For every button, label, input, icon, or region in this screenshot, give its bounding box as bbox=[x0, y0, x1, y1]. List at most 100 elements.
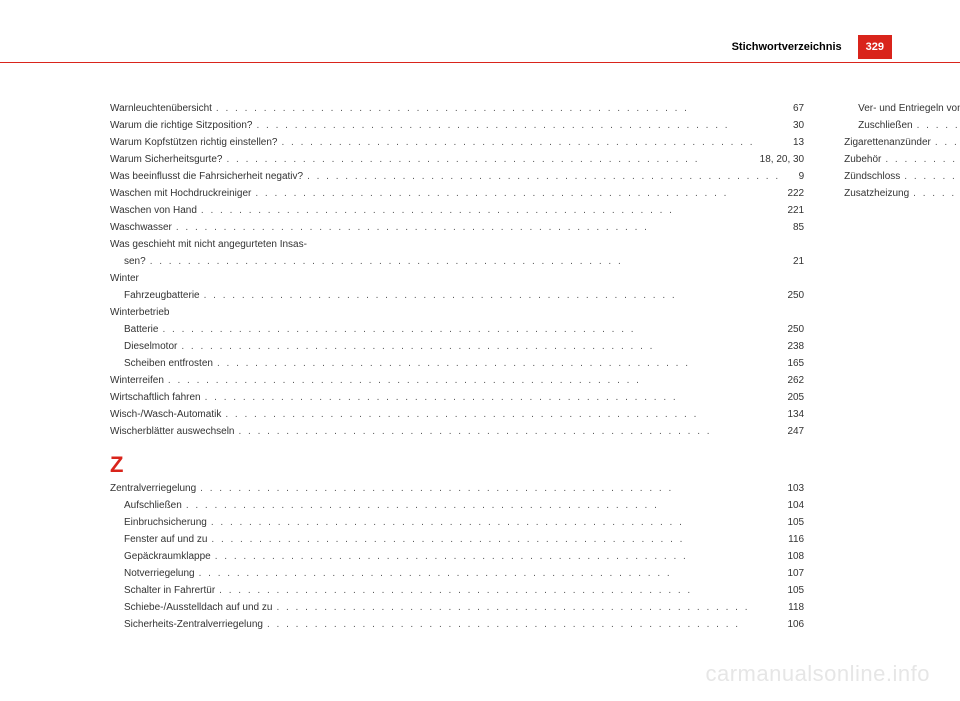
index-entry: Notverriegelung107 bbox=[110, 565, 804, 582]
index-entry: Waschen von Hand 221 bbox=[110, 202, 804, 219]
leader-dots bbox=[913, 185, 960, 202]
entry-page: 205 bbox=[784, 389, 804, 406]
entry-page: 118 bbox=[784, 599, 804, 616]
entry-label: Schalter in Fahrertür bbox=[124, 582, 215, 599]
entry-label: Zündschloss bbox=[844, 168, 900, 185]
entry-label: Zuschließen bbox=[858, 117, 912, 134]
entry-page: 222 bbox=[784, 185, 804, 202]
header-rule bbox=[0, 62, 960, 63]
index-entry: Winterbetrieb bbox=[110, 304, 804, 321]
index-entry: Wischerblätter auswechseln 247 bbox=[110, 423, 804, 440]
entry-label: Zentralverriegelung bbox=[110, 480, 196, 497]
index-letter-z: Z bbox=[110, 454, 804, 476]
entry-label: Warum Kopfstützen richtig einstellen? bbox=[110, 134, 278, 151]
leader-dots bbox=[211, 531, 780, 548]
leader-dots bbox=[935, 134, 960, 151]
entry-label: Was beeinflusst die Fahrsicherheit negat… bbox=[110, 168, 303, 185]
leader-dots bbox=[186, 497, 780, 514]
leader-dots bbox=[216, 100, 780, 117]
entry-page: 262 bbox=[784, 372, 804, 389]
column-2: Ver- und Entriegeln von innen105Zuschlie… bbox=[844, 100, 960, 633]
leader-dots bbox=[225, 406, 780, 423]
entry-page: 250 bbox=[784, 321, 804, 338]
entry-label: Winter bbox=[110, 270, 139, 287]
index-entry: Zündschloss174 bbox=[844, 168, 960, 185]
index-entry: Ver- und Entriegeln von innen105 bbox=[844, 100, 960, 117]
leader-dots bbox=[176, 219, 780, 236]
entry-label: Waschen mit Hochdruckreiniger bbox=[110, 185, 251, 202]
entry-page: 13 bbox=[784, 134, 804, 151]
index-entry: Dieselmotor238 bbox=[110, 338, 804, 355]
index-entry: sen?21 bbox=[110, 253, 804, 270]
index-entry: Was geschieht mit nicht angegurteten Ins… bbox=[110, 236, 804, 253]
index-entry: Zusatzheizung171 bbox=[844, 185, 960, 202]
entry-label: Waschen von Hand bbox=[110, 202, 197, 219]
entry-label: Batterie bbox=[124, 321, 158, 338]
entry-page: 67 bbox=[784, 100, 804, 117]
index-entry: Zuschließen104 bbox=[844, 117, 960, 134]
index-entry: Waschen mit Hochdruckreiniger 222 bbox=[110, 185, 804, 202]
leader-dots bbox=[181, 338, 780, 355]
entry-label: Zigarettenanzünder bbox=[844, 134, 931, 151]
leader-dots bbox=[256, 117, 780, 134]
leader-dots bbox=[282, 134, 781, 151]
index-entry: Sicherheits-Zentralverriegelung 106 bbox=[110, 616, 804, 633]
entry-page: 105 bbox=[784, 514, 804, 531]
entry-label: Winterbetrieb bbox=[110, 304, 169, 321]
entry-label: Sicherheits-Zentralverriegelung bbox=[124, 616, 263, 633]
entry-page: 247 bbox=[784, 423, 804, 440]
entry-page: 30 bbox=[784, 117, 804, 134]
entry-label: Gepäckraumklappe bbox=[124, 548, 211, 565]
entry-page: 104 bbox=[784, 497, 804, 514]
entry-label: Scheiben entfrosten bbox=[124, 355, 213, 372]
watermark-text: carmanualsonline.info bbox=[705, 661, 930, 687]
entry-label: Warnleuchtenübersicht bbox=[110, 100, 212, 117]
leader-dots bbox=[219, 582, 780, 599]
entry-page: 221 bbox=[784, 202, 804, 219]
leader-dots bbox=[255, 185, 780, 202]
index-entry: Wisch-/Wasch-Automatik134 bbox=[110, 406, 804, 423]
index-entry: Einbruchsicherung 105 bbox=[110, 514, 804, 531]
index-entry: Warum Kopfstützen richtig einstellen? 13 bbox=[110, 134, 804, 151]
leader-dots bbox=[199, 565, 781, 582]
entry-page: 106 bbox=[784, 616, 804, 633]
leader-dots bbox=[205, 389, 781, 406]
index-entry: Batterie 250 bbox=[110, 321, 804, 338]
index-entry: Zigarettenanzünder155 bbox=[844, 134, 960, 151]
entry-label: Waschwasser bbox=[110, 219, 172, 236]
section-title: Stichwortverzeichnis bbox=[732, 41, 842, 53]
leader-dots bbox=[267, 616, 780, 633]
page-number-box: 329 bbox=[858, 35, 892, 59]
entry-page: 116 bbox=[784, 531, 804, 548]
entry-label: Dieselmotor bbox=[124, 338, 177, 355]
leader-dots bbox=[204, 287, 781, 304]
leader-dots bbox=[917, 117, 960, 134]
leader-dots bbox=[904, 168, 960, 185]
entry-label: Wischerblätter auswechseln bbox=[110, 423, 235, 440]
index-entry: Scheiben entfrosten165 bbox=[110, 355, 804, 372]
leader-dots bbox=[201, 202, 780, 219]
leader-dots bbox=[168, 372, 780, 389]
index-entry: Zentralverriegelung103 bbox=[110, 480, 804, 497]
index-entry: Fenster auf und zu116 bbox=[110, 531, 804, 548]
leader-dots bbox=[211, 514, 780, 531]
entry-label: Ver- und Entriegeln von innen bbox=[858, 100, 960, 117]
leader-dots bbox=[200, 480, 780, 497]
index-entry: Warnleuchtenübersicht 67 bbox=[110, 100, 804, 117]
entry-label: Wirtschaftlich fahren bbox=[110, 389, 201, 406]
entry-label: Zubehör bbox=[844, 151, 881, 168]
index-entry: Schalter in Fahrertür105 bbox=[110, 582, 804, 599]
index-columns: Warnleuchtenübersicht67Warum die richtig… bbox=[110, 100, 790, 633]
index-entry: Schiebe-/Ausstelldach auf und zu 118 bbox=[110, 599, 804, 616]
entry-label: Einbruchsicherung bbox=[124, 514, 207, 531]
index-entry: Was beeinflusst die Fahrsicherheit negat… bbox=[110, 168, 804, 185]
entry-label: sen? bbox=[124, 253, 146, 270]
index-entry: Winter bbox=[110, 270, 804, 287]
index-entry: Warum die richtige Sitzposition?30 bbox=[110, 117, 804, 134]
column-1: Warnleuchtenübersicht 67Warum die richtig… bbox=[110, 100, 804, 633]
entry-label: Warum Sicherheitsgurte? bbox=[110, 151, 222, 168]
entry-label: Schiebe-/Ausstelldach auf und zu bbox=[124, 599, 272, 616]
entry-label: Notverriegelung bbox=[124, 565, 195, 582]
index-entry: Fahrzeugbatterie250 bbox=[110, 287, 804, 304]
index-entry: Waschwasser85 bbox=[110, 219, 804, 236]
